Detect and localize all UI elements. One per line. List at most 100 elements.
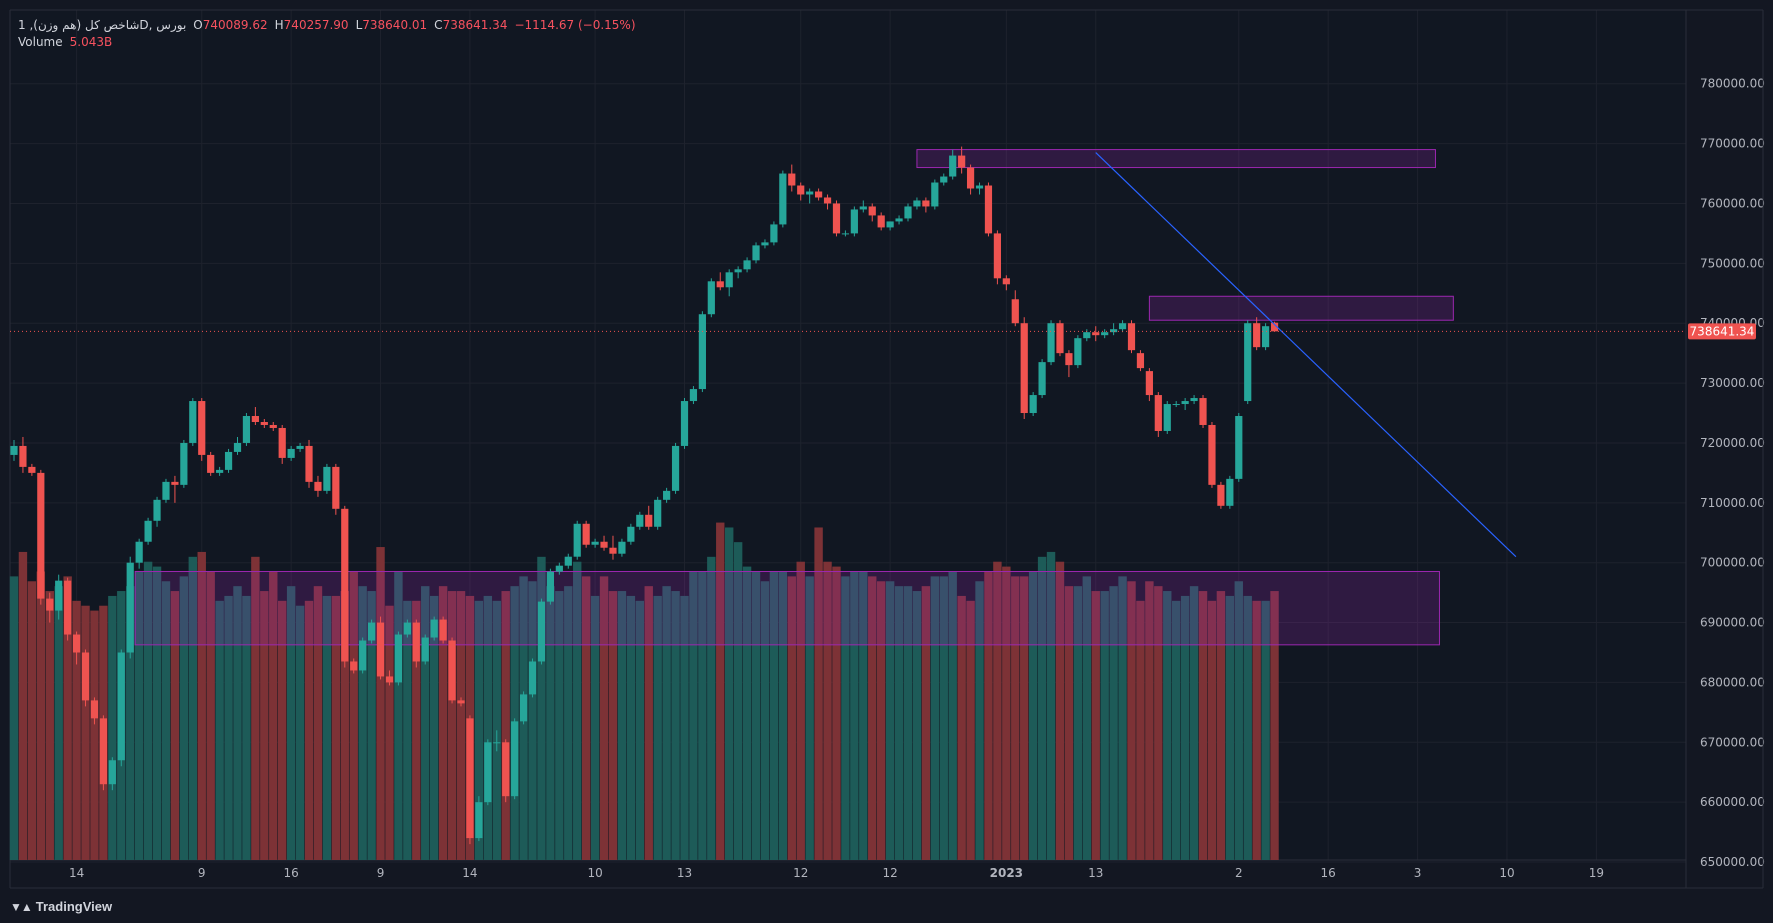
candle-body [537,601,546,662]
y-tick-label: 680000.00 [1700,675,1765,689]
candle-body [582,523,590,545]
x-tick-label: 12 [793,866,808,880]
candle-body [55,580,63,611]
volume-bar [206,571,215,860]
candle-body [1163,404,1171,431]
candle-body [162,481,170,500]
volume-bar [1225,595,1235,860]
candle-body [385,676,394,683]
volume-bar [1073,586,1083,860]
volume-bar [537,556,546,860]
volume-bar [215,600,224,860]
volume-bar [662,586,671,860]
candle-body [1118,323,1127,330]
volume-bar [1037,556,1047,860]
candle-body [573,523,581,557]
candle-body [806,191,814,195]
candle-body [394,634,403,683]
candle-body [931,182,939,207]
y-tick-label: 750000.00 [1700,256,1765,270]
volume-bar [894,586,904,860]
volume-bar [868,576,877,860]
symbol-title[interactable]: 1 ,شاخص کل (هم وزن)D, بورس [18,18,187,32]
candle-body [868,206,876,216]
volume-bar [1145,581,1154,860]
volume-bar [841,576,850,860]
candle-body [46,598,54,611]
volume-value: 5.043B [69,35,113,49]
candle-body [10,445,18,455]
volume-bar [197,551,206,860]
volume-bar [9,576,19,860]
x-tick-label: 3 [1414,866,1422,880]
candle-body [1074,338,1082,366]
candle-body [779,173,787,225]
candle-body [278,427,286,458]
candle-body [645,514,653,527]
candle-body [368,622,376,641]
candle-body [502,742,510,797]
volume-bar [823,561,832,860]
volume-bar [72,600,81,860]
candle-body [1038,362,1046,396]
candle-body [296,445,304,449]
volume-bar [242,595,251,860]
volume-bar [1046,551,1056,860]
candle-body [1029,395,1037,414]
candle-body [886,221,894,228]
candle-body [457,700,465,704]
volume-bar [725,527,734,860]
volume-bar [376,547,385,860]
volume-label[interactable]: Volume [18,35,63,49]
volume-bar [1020,576,1029,860]
candle-body [1226,478,1234,506]
brand-name: TradingView [35,899,113,914]
candle-body [323,466,331,491]
candle-body [1199,398,1207,425]
volume-bar [1127,581,1136,860]
volume-bar [599,576,609,860]
candle-body [832,203,841,234]
x-tick-label: 2 [1235,866,1243,880]
volume-bar [81,605,90,860]
candle-body [600,541,608,548]
candle-body [609,547,617,554]
candle-body [1083,332,1091,339]
x-tick-label: 10 [587,866,602,880]
candle-body [1262,326,1270,348]
candle-body [555,565,563,572]
volume-bar [689,571,698,860]
candle-body [314,481,322,491]
candle-body [975,185,984,189]
candle-body [984,185,993,234]
volume-bar [590,595,600,860]
candle-body [37,472,45,599]
candle-body [922,200,930,207]
volume-bar [108,595,117,860]
volume-bar [385,605,394,860]
brand-logo[interactable]: ▼▲ TradingView [10,899,112,914]
volume-bar [233,586,242,860]
candle-body [591,541,599,545]
candle-body [815,191,823,198]
volume-bar [260,591,269,860]
volume-bar [698,571,707,860]
volume-bar [278,600,287,860]
volume-bar [313,586,323,860]
volume-bar [984,571,993,860]
y-tick-label: 770000.00 [1700,137,1765,151]
volume-bar [134,571,144,860]
candle-body [1011,299,1019,324]
candle-body [734,269,742,273]
candle-body [949,155,957,177]
candle-body [64,580,72,635]
volume-bar [251,556,260,860]
volume-bar [635,600,644,860]
volume-bar [733,542,743,860]
candle-body [1110,329,1118,333]
volume-bar [63,576,72,860]
x-tick-label: 13 [1088,866,1103,880]
volume-bar [286,586,296,860]
